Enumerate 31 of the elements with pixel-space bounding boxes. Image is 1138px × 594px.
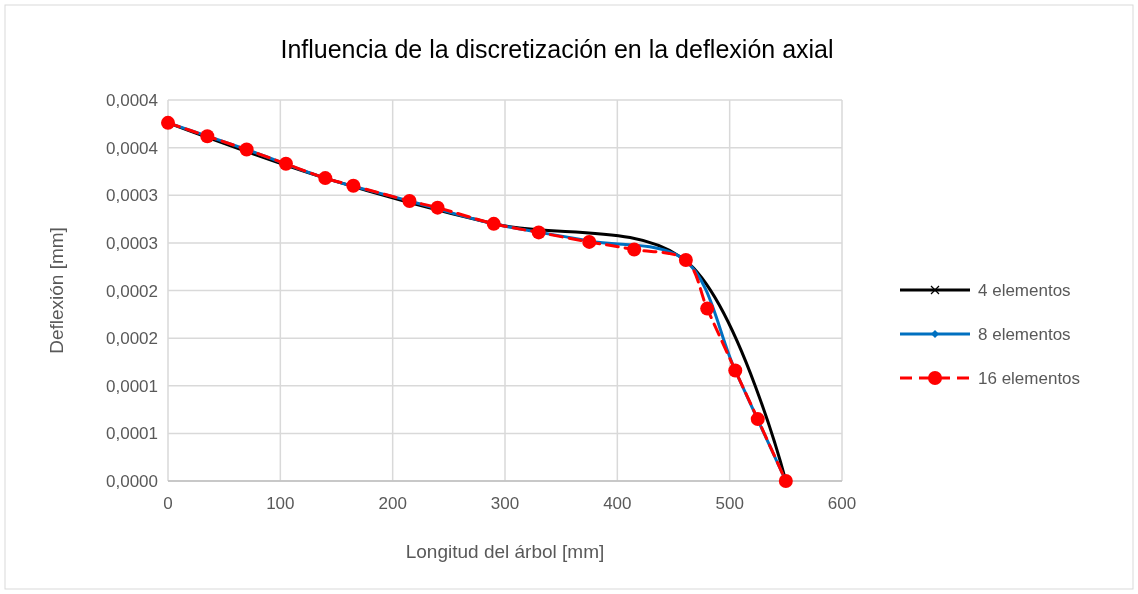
x-tick-label: 0 (163, 494, 173, 513)
x-tick-label: 100 (266, 494, 295, 513)
y-tick-label: 0,0004 (106, 138, 158, 158)
point (346, 178, 361, 193)
x-axis-title: Longitud del árbol [mm] (405, 541, 605, 562)
y-tick-label: 0,0000 (106, 472, 158, 491)
x-tick-label: 500 (715, 494, 744, 513)
point (750, 412, 765, 427)
y-tick-label: 0,0003 (106, 233, 158, 253)
point (531, 225, 546, 240)
y-tick-label: 0,0003 (106, 186, 158, 206)
x-tick-label: 600 (827, 494, 857, 513)
point (700, 301, 715, 316)
y-tick-label: 0,0001 (106, 376, 158, 396)
x-tick-label: 300 (490, 494, 520, 513)
y-tick-label: 0,0002 (106, 329, 158, 349)
legend-label: 4 elementos (978, 281, 1071, 300)
point (627, 242, 642, 257)
legend-label: 8 elementos (978, 325, 1071, 344)
point (582, 234, 597, 249)
x-tick-label: 200 (378, 494, 407, 513)
point (200, 129, 215, 144)
y-tick-label: 0,0004 (106, 91, 158, 110)
y-tick-label: 0,0001 (106, 424, 158, 444)
point (430, 200, 445, 215)
legend-label: 16 elementos (978, 369, 1081, 388)
y-axis-title: Deflexión [mm] (46, 227, 67, 354)
chart-title: Influencia de la discretización en la deflexión axial (280, 35, 834, 63)
x-tick-label: 400 (603, 494, 632, 513)
point (278, 156, 293, 171)
y-tick-label: 0,0002 (106, 281, 158, 301)
